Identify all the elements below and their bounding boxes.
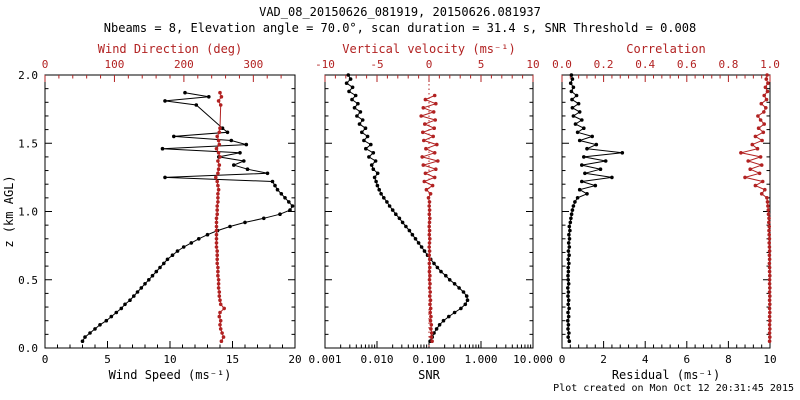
x-axis-label: SNR <box>418 368 440 382</box>
svg-text:10.000: 10.000 <box>513 353 553 366</box>
svg-text:1.000: 1.000 <box>464 353 497 366</box>
panel-snr-velocity: 0.001 0.010 0.100 1.000 10.000 SNR -10 -5 0 5 10 Ve… <box>308 42 552 382</box>
svg-text:6: 6 <box>683 353 690 366</box>
svg-text:1.5: 1.5 <box>18 137 38 150</box>
series-snr <box>344 73 470 344</box>
svg-text:10: 10 <box>526 58 539 71</box>
svg-text:10: 10 <box>763 353 776 366</box>
svg-text:100: 100 <box>105 58 125 71</box>
series-vertical-velocity <box>419 93 440 344</box>
series-wind-speed <box>80 90 295 344</box>
svg-text:0: 0 <box>42 353 49 366</box>
svg-text:4: 4 <box>642 353 649 366</box>
top-axis-label: Vertical velocity (ms⁻¹) <box>342 42 515 56</box>
panel-residual-correlation: 0 2 4 6 8 10 Residual (ms⁻¹) 0.0 0.2 0.4 0.6 0.8 1.0… <box>552 42 780 382</box>
svg-text:0.4: 0.4 <box>635 58 655 71</box>
top-axis-label: Wind Direction (deg) <box>98 42 243 56</box>
svg-text:1.0: 1.0 <box>760 58 780 71</box>
svg-text:2.0: 2.0 <box>18 69 38 82</box>
svg-text:0.6: 0.6 <box>677 58 697 71</box>
svg-text:0: 0 <box>42 58 49 71</box>
svg-text:0.010: 0.010 <box>360 353 393 366</box>
panel-wind-profile: 0.0 0.5 1.0 1.5 2.0 0 5 10 15 20 Wind Speed (ms⁻¹)… <box>2 42 302 382</box>
svg-text:5: 5 <box>478 58 485 71</box>
svg-text:300: 300 <box>243 58 263 71</box>
svg-text:0.5: 0.5 <box>18 274 38 287</box>
svg-text:10: 10 <box>163 353 176 366</box>
svg-text:0: 0 <box>559 353 566 366</box>
top-axis-label: Correlation <box>626 42 705 56</box>
x-axis-label: Residual (ms⁻¹) <box>612 368 720 382</box>
plot-created-timestamp: Plot created on Mon Oct 12 20:31:45 2015 <box>553 383 794 394</box>
svg-text:0.100: 0.100 <box>412 353 445 366</box>
svg-text:0.001: 0.001 <box>308 353 341 366</box>
svg-text:8: 8 <box>725 353 732 366</box>
svg-text:5: 5 <box>104 353 111 366</box>
svg-text:200: 200 <box>174 58 194 71</box>
svg-text:-10: -10 <box>315 58 335 71</box>
svg-text:20: 20 <box>288 353 301 366</box>
y-axis-label: z (km AGL) <box>2 175 16 247</box>
series-residual <box>566 73 625 344</box>
svg-text:1.0: 1.0 <box>18 206 38 219</box>
series-wind-direction <box>214 90 226 344</box>
svg-text:0.0: 0.0 <box>552 58 572 71</box>
svg-text:0.8: 0.8 <box>718 58 738 71</box>
x-axis-label: Wind Speed (ms⁻¹) <box>109 368 232 382</box>
svg-text:2: 2 <box>600 353 607 366</box>
svg-text:0.0: 0.0 <box>18 342 38 355</box>
series-correlation <box>739 73 772 344</box>
plot-title: VAD_08_20150626_081919, 20150626.081937 <box>259 5 541 19</box>
svg-text:15: 15 <box>226 353 239 366</box>
svg-text:-5: -5 <box>370 58 383 71</box>
svg-text:0.2: 0.2 <box>594 58 614 71</box>
plot-subtitle: Nbeams = 8, Elevation angle = 70.0°, sca… <box>103 21 697 35</box>
svg-text:0: 0 <box>426 58 433 71</box>
